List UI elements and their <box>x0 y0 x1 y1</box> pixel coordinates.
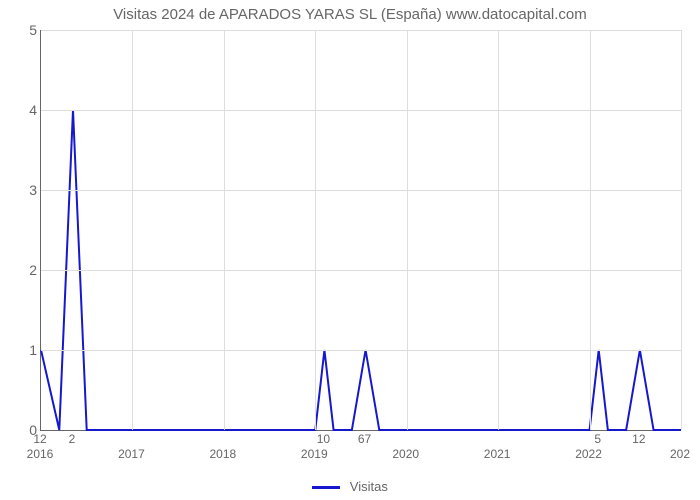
point-label: 12 <box>33 432 46 446</box>
gridline-horizontal <box>41 30 681 31</box>
x-tick-label: 202 <box>670 447 690 461</box>
legend-label: Visitas <box>350 479 388 494</box>
x-tick-label: 2022 <box>575 447 602 461</box>
x-tick-label: 2020 <box>392 447 419 461</box>
y-tick-label: 4 <box>22 102 37 118</box>
visits-chart: Visitas 2024 de APARADOS YARAS SL (Españ… <box>0 0 700 500</box>
gridline-vertical <box>407 30 408 430</box>
point-label: 2 <box>69 432 76 446</box>
x-tick-label: 2018 <box>209 447 236 461</box>
y-tick-label: 3 <box>22 182 37 198</box>
point-label: 5 <box>594 432 601 446</box>
x-tick-label: 2016 <box>27 447 54 461</box>
gridline-vertical <box>132 30 133 430</box>
legend-swatch <box>312 486 340 489</box>
gridline-horizontal <box>41 110 681 111</box>
line-series <box>41 30 681 430</box>
gridline-vertical <box>315 30 316 430</box>
chart-title: Visitas 2024 de APARADOS YARAS SL (Españ… <box>0 6 700 23</box>
point-label: 67 <box>358 432 371 446</box>
x-tick-label: 2017 <box>118 447 145 461</box>
gridline-vertical <box>590 30 591 430</box>
y-tick-label: 2 <box>22 262 37 278</box>
gridline-vertical <box>681 30 682 430</box>
gridline-horizontal <box>41 350 681 351</box>
y-tick-label: 1 <box>22 342 37 358</box>
gridline-vertical <box>498 30 499 430</box>
y-tick-label: 5 <box>22 22 37 38</box>
gridline-horizontal <box>41 190 681 191</box>
point-label: 12 <box>632 432 645 446</box>
gridline-horizontal <box>41 270 681 271</box>
gridline-vertical <box>224 30 225 430</box>
legend: Visitas <box>0 479 700 494</box>
point-label: 10 <box>317 432 330 446</box>
plot-area <box>40 30 681 431</box>
x-tick-label: 2019 <box>301 447 328 461</box>
x-tick-label: 2021 <box>484 447 511 461</box>
